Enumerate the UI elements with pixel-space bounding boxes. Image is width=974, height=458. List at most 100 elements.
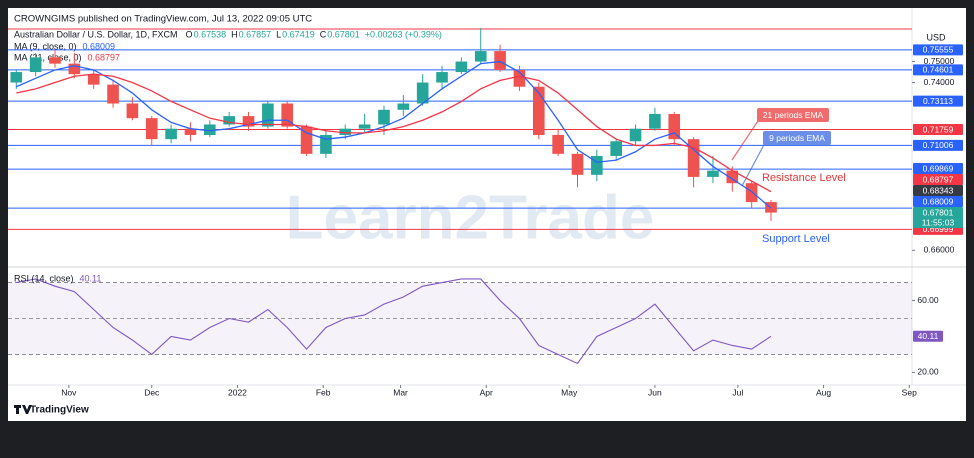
candle-body <box>223 116 235 125</box>
rsi-line <box>16 278 772 365</box>
rsi-legend-value: 40.11 <box>80 273 102 283</box>
x-tick-label: Apr <box>480 387 493 397</box>
x-tick-label: Sep <box>902 387 917 397</box>
ohlc-value: 0.67857 <box>239 29 272 39</box>
annotation-box <box>757 108 829 122</box>
candle-body <box>49 57 61 64</box>
candle-body <box>707 170 719 177</box>
price-label: 0.74601 <box>923 65 954 75</box>
x-tick-label: Jul <box>732 387 743 397</box>
change: +0.00263 (+0.39%) <box>365 29 442 39</box>
candle-body <box>10 72 23 83</box>
x-tick-label: Nov <box>61 387 77 397</box>
annotation-text: 9 periods EMA <box>769 133 825 143</box>
candle-body <box>242 116 255 127</box>
ma-line <box>16 73 772 193</box>
candle-body <box>591 155 603 175</box>
price-label-box <box>913 124 963 136</box>
candle-body <box>281 103 294 127</box>
candle-body <box>455 61 468 73</box>
footer-logo: TradingView <box>30 405 89 416</box>
candle-body <box>494 51 506 70</box>
publisher: CROWNGIMS published on TradingView.com, … <box>14 14 312 25</box>
price-label: 0.73113 <box>923 96 953 106</box>
candle-body <box>339 128 352 135</box>
x-tick-label: May <box>561 387 578 397</box>
ohlc-key: C <box>320 29 327 39</box>
candle-body <box>765 202 777 213</box>
price-label-box <box>913 95 963 107</box>
x-tick-label: Aug <box>816 387 831 397</box>
candle-body <box>204 124 216 135</box>
rsi-value-box <box>913 330 943 342</box>
candle-body <box>629 128 642 142</box>
candle-body <box>29 57 42 73</box>
price-label-box <box>913 207 963 229</box>
candle-body <box>145 118 158 140</box>
price-label: 0.68343 <box>923 185 954 195</box>
price-label: 0.75555 <box>923 45 954 55</box>
annotation-box <box>763 131 831 145</box>
candle-body <box>320 134 332 154</box>
price-label-box <box>913 185 963 197</box>
candle-body <box>687 139 700 177</box>
price-label: 0.68797 <box>923 174 954 184</box>
price-label-box <box>913 139 963 151</box>
candle-body <box>726 170 739 184</box>
x-tick-label: Mar <box>393 387 408 397</box>
ohlc-key: L <box>276 29 281 39</box>
price-label-box <box>913 64 963 76</box>
annotation-text: 21 periods EMA <box>763 110 824 120</box>
ohlc-key: H <box>231 29 238 39</box>
rsi-tick-label: 20.00 <box>917 367 939 377</box>
candle-body <box>126 103 139 119</box>
candle-body <box>165 128 177 140</box>
candle-body <box>745 183 758 203</box>
candle-body <box>184 128 197 135</box>
candle-body <box>416 82 429 104</box>
candle-body <box>532 86 545 135</box>
ema21-arrow <box>731 117 761 161</box>
price-label-box <box>913 196 963 208</box>
x-tick-label: Jun <box>648 387 662 397</box>
candle-body <box>436 72 448 83</box>
candle-body <box>552 134 564 154</box>
ohlc-value: 0.67419 <box>282 29 315 39</box>
price-label-box <box>913 174 963 186</box>
ohlc-value: 0.67538 <box>194 29 227 39</box>
candle-body <box>262 103 274 127</box>
y-tick-label: 0.75000 <box>924 56 955 66</box>
legend-name: MA (9, close, 0) <box>14 41 77 51</box>
candle-body <box>668 113 681 140</box>
candle-body <box>474 51 487 62</box>
x-tick-label: 2022 <box>228 387 247 397</box>
candle-body <box>358 124 371 129</box>
countdown: 11:55:03 <box>922 217 955 227</box>
candle-body <box>87 74 100 85</box>
annotation-text: Support Level <box>762 233 830 245</box>
price-label: 0.68009 <box>923 196 954 206</box>
candle-body <box>397 103 410 110</box>
price-label: 0.66999 <box>923 224 954 234</box>
candle-body <box>610 141 623 156</box>
y-tick-label: 0.74000 <box>924 77 955 87</box>
chart-card <box>8 8 966 421</box>
candle-body <box>68 63 81 75</box>
legend-value: 0.68797 <box>88 52 121 62</box>
x-tick-label: Feb <box>316 387 331 397</box>
rsi-value-label: 40.11 <box>918 331 939 341</box>
x-tick-label: Dec <box>144 387 160 397</box>
candle-body <box>300 126 313 154</box>
ohlc-key: O <box>186 29 193 39</box>
footer-icon <box>14 405 32 414</box>
legend-value: 0.68009 <box>83 41 116 51</box>
legend-name: MA (21, close, 0) <box>14 52 82 62</box>
ohlc-value: 0.67801 <box>327 29 360 39</box>
candle-body <box>571 153 584 175</box>
rsi-tick-label: 60.00 <box>917 295 939 305</box>
rsi-legend-name: RSI (14, close) <box>14 273 74 283</box>
y-tick-label: 0.66000 <box>924 245 955 255</box>
annotation-text: Resistance Level <box>762 172 846 184</box>
